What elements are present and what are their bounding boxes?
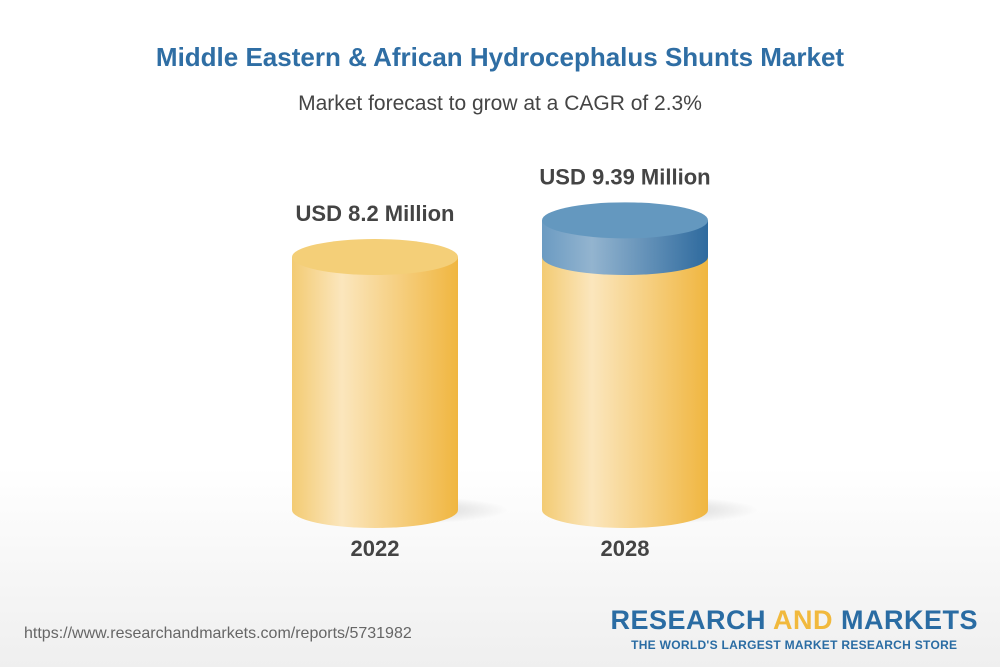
data-label: USD 8.2 Million (296, 201, 455, 226)
x-tick-label: 2028 (601, 536, 650, 561)
bar-2028 (542, 257, 708, 528)
bar-top (292, 239, 458, 276)
chart-title: Middle Eastern & African Hydrocephalus S… (155, 42, 845, 72)
chart: USD 8.2 Million 2022 USD 9.39 Million 2028 (292, 164, 758, 561)
chart-subtitle: Market forecast to grow at a CAGR of 2.3… (298, 92, 702, 115)
source-url[interactable]: https://www.researchandmarkets.com/repor… (24, 625, 412, 642)
data-label: USD 9.39 Million (539, 164, 710, 189)
bar-top (542, 202, 708, 239)
x-tick-label: 2022 (351, 536, 400, 561)
logo: RESEARCH AND MARKETS THE WORLD'S LARGEST… (610, 605, 978, 652)
bar-2022 (292, 257, 458, 528)
